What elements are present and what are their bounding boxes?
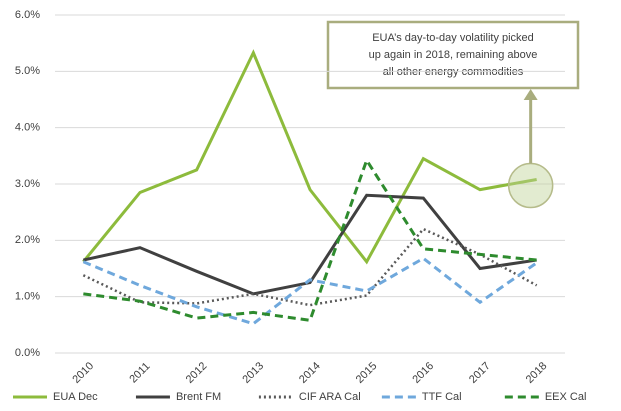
x-tick-label: 2015 [354,360,380,386]
annotation-arrowhead [523,89,538,100]
annotation: up again in 2018, remaining above [369,49,538,61]
x-tick-label: 2016 [410,360,436,386]
highlight-circle [507,162,554,209]
annotation: EUA’s day-to-day volatility picked [372,32,534,44]
x-tick-label: 2014 [297,360,323,386]
y-tick-label: 6.0% [15,9,40,21]
y-tick-label: 1.0% [15,291,40,303]
y-tick-label: 0.0% [15,347,40,359]
x-tick-label: 2012 [184,360,210,386]
series-line [82,49,537,265]
series-line [82,256,538,326]
annotation: all other energy commodities [383,66,524,78]
y-tick-label: 5.0% [15,65,40,77]
y-tick-label: 3.0% [15,178,40,190]
x-tick-label: 2011 [127,360,152,385]
legend-label: EUA Dec [53,391,98,403]
x-tick-label: 2017 [467,360,493,386]
x-tick-label: 2018 [524,360,550,386]
legend-label: EEX Cal [545,391,587,403]
y-tick-label: 2.0% [15,234,40,246]
legend-label: Brent FM [176,391,221,403]
y-tick-label: 4.0% [15,122,40,134]
x-tick-label: 2013 [240,360,266,386]
series-line [82,227,538,307]
x-tick-label: 2010 [70,360,96,386]
legend-label: CIF ARA Cal [299,391,361,403]
annotation-box [326,20,580,90]
legend-label: TTF Cal [422,391,462,403]
